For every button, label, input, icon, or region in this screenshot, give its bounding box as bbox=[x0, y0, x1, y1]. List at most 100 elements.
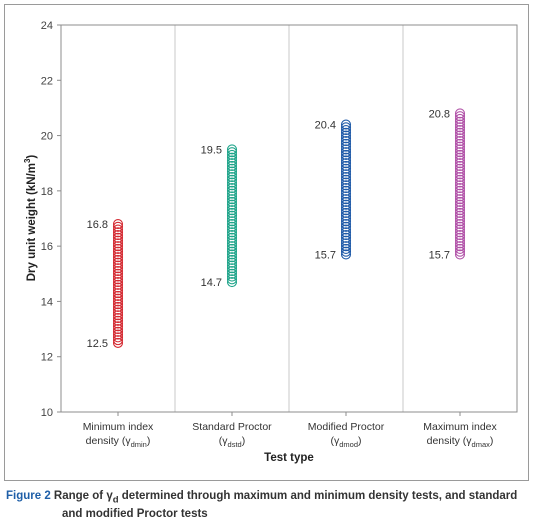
data-point bbox=[226, 224, 238, 235]
data-point bbox=[454, 133, 466, 144]
data-point bbox=[226, 277, 238, 288]
data-point bbox=[226, 274, 238, 285]
data-point bbox=[226, 196, 238, 207]
caption-text-end: determined through maximum and minimum d… bbox=[118, 490, 518, 502]
data-point bbox=[112, 304, 124, 315]
data-point bbox=[454, 207, 466, 219]
data-point bbox=[226, 158, 238, 169]
data-point bbox=[454, 246, 466, 257]
data-point bbox=[340, 138, 352, 149]
data-point bbox=[112, 257, 124, 268]
data-point bbox=[112, 252, 124, 263]
data-point bbox=[454, 241, 466, 252]
data-point bbox=[454, 136, 466, 147]
data-point bbox=[340, 241, 352, 252]
y-tick-label: 20 bbox=[41, 131, 53, 143]
data-point bbox=[454, 124, 466, 136]
data-point bbox=[112, 329, 124, 340]
data-point bbox=[226, 191, 238, 202]
figure-caption: Figure 2 Range of γd determined through … bbox=[6, 489, 536, 522]
min-value-label: 12.5 bbox=[87, 338, 108, 350]
data-point bbox=[112, 274, 124, 285]
data-point bbox=[340, 147, 352, 158]
data-point bbox=[112, 296, 124, 307]
data-point bbox=[340, 122, 352, 133]
data-point bbox=[112, 221, 124, 232]
data-point bbox=[226, 243, 238, 254]
data-point bbox=[340, 169, 352, 180]
data-point bbox=[112, 268, 124, 279]
data-point bbox=[340, 207, 352, 219]
data-point bbox=[454, 227, 466, 238]
data-point bbox=[340, 235, 352, 246]
data-point bbox=[340, 149, 352, 160]
data-point bbox=[454, 199, 466, 210]
data-point bbox=[112, 254, 124, 266]
data-point bbox=[454, 221, 466, 232]
data-point bbox=[340, 185, 352, 196]
data-point bbox=[226, 263, 238, 274]
data-point bbox=[340, 177, 352, 188]
data-point bbox=[340, 183, 352, 194]
data-point bbox=[226, 147, 238, 158]
data-point bbox=[226, 155, 238, 166]
data-point bbox=[454, 243, 466, 254]
data-point bbox=[340, 119, 352, 130]
data-point bbox=[112, 337, 124, 348]
data-point bbox=[340, 238, 352, 249]
data-point bbox=[112, 282, 124, 293]
data-point bbox=[454, 194, 466, 205]
data-point bbox=[454, 210, 466, 221]
data-point bbox=[112, 326, 124, 337]
data-point bbox=[112, 290, 124, 301]
data-point bbox=[112, 263, 124, 274]
data-point bbox=[454, 180, 466, 191]
data-point bbox=[340, 191, 352, 202]
data-point bbox=[112, 335, 124, 346]
data-point bbox=[112, 324, 124, 335]
data-point bbox=[226, 152, 238, 163]
data-point bbox=[112, 310, 124, 321]
data-point bbox=[226, 230, 238, 241]
data-point bbox=[454, 122, 466, 133]
x-tick-label: Maximum index density (γdmax) bbox=[423, 421, 497, 449]
data-point bbox=[340, 243, 352, 254]
min-value-label: 14.7 bbox=[201, 277, 222, 289]
data-point bbox=[226, 199, 238, 210]
data-point bbox=[454, 113, 466, 125]
data-point bbox=[340, 249, 352, 260]
data-point bbox=[112, 321, 124, 332]
data-point bbox=[112, 260, 124, 271]
data-point bbox=[112, 230, 124, 241]
data-point bbox=[226, 160, 238, 172]
max-value-label: 20.8 bbox=[429, 108, 450, 120]
max-value-label: 20.4 bbox=[315, 120, 336, 132]
data-point bbox=[454, 149, 466, 160]
max-value-label: 16.8 bbox=[87, 219, 108, 231]
data-point bbox=[454, 141, 466, 152]
data-point bbox=[226, 241, 238, 252]
data-point bbox=[454, 213, 466, 224]
data-point bbox=[340, 141, 352, 152]
data-point bbox=[112, 315, 124, 326]
data-point bbox=[340, 202, 352, 213]
plot-area bbox=[60, 24, 518, 413]
data-point bbox=[112, 301, 124, 313]
data-point bbox=[112, 277, 124, 288]
data-point bbox=[112, 243, 124, 254]
data-point bbox=[454, 188, 466, 199]
data-point bbox=[340, 227, 352, 238]
data-point bbox=[340, 216, 352, 227]
data-point bbox=[454, 177, 466, 188]
figure-frame: 10 12 14 16 18 20 22 24 Minimum index density (γ… bbox=[4, 4, 529, 481]
min-value-label: 15.7 bbox=[315, 249, 336, 261]
data-point bbox=[340, 136, 352, 147]
y-tick-label: 12 bbox=[41, 352, 53, 364]
data-point bbox=[454, 152, 466, 163]
data-point bbox=[226, 188, 238, 199]
data-point bbox=[226, 265, 238, 277]
data-point bbox=[454, 111, 466, 122]
data-point bbox=[112, 232, 124, 243]
y-tick-label: 16 bbox=[41, 241, 53, 253]
data-point bbox=[454, 116, 466, 127]
